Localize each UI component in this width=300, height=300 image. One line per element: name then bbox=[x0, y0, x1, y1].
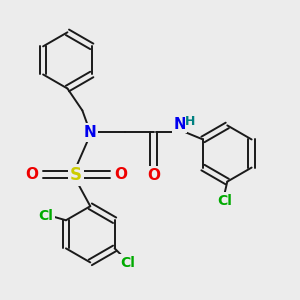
Text: H: H bbox=[185, 116, 196, 128]
Text: N: N bbox=[84, 125, 97, 140]
Text: S: S bbox=[70, 166, 82, 184]
Text: O: O bbox=[115, 167, 128, 182]
Text: Cl: Cl bbox=[38, 209, 53, 223]
Text: N: N bbox=[173, 117, 186, 132]
Text: Cl: Cl bbox=[217, 194, 232, 208]
Text: Cl: Cl bbox=[121, 256, 135, 270]
Text: O: O bbox=[147, 168, 160, 183]
Text: O: O bbox=[25, 167, 38, 182]
